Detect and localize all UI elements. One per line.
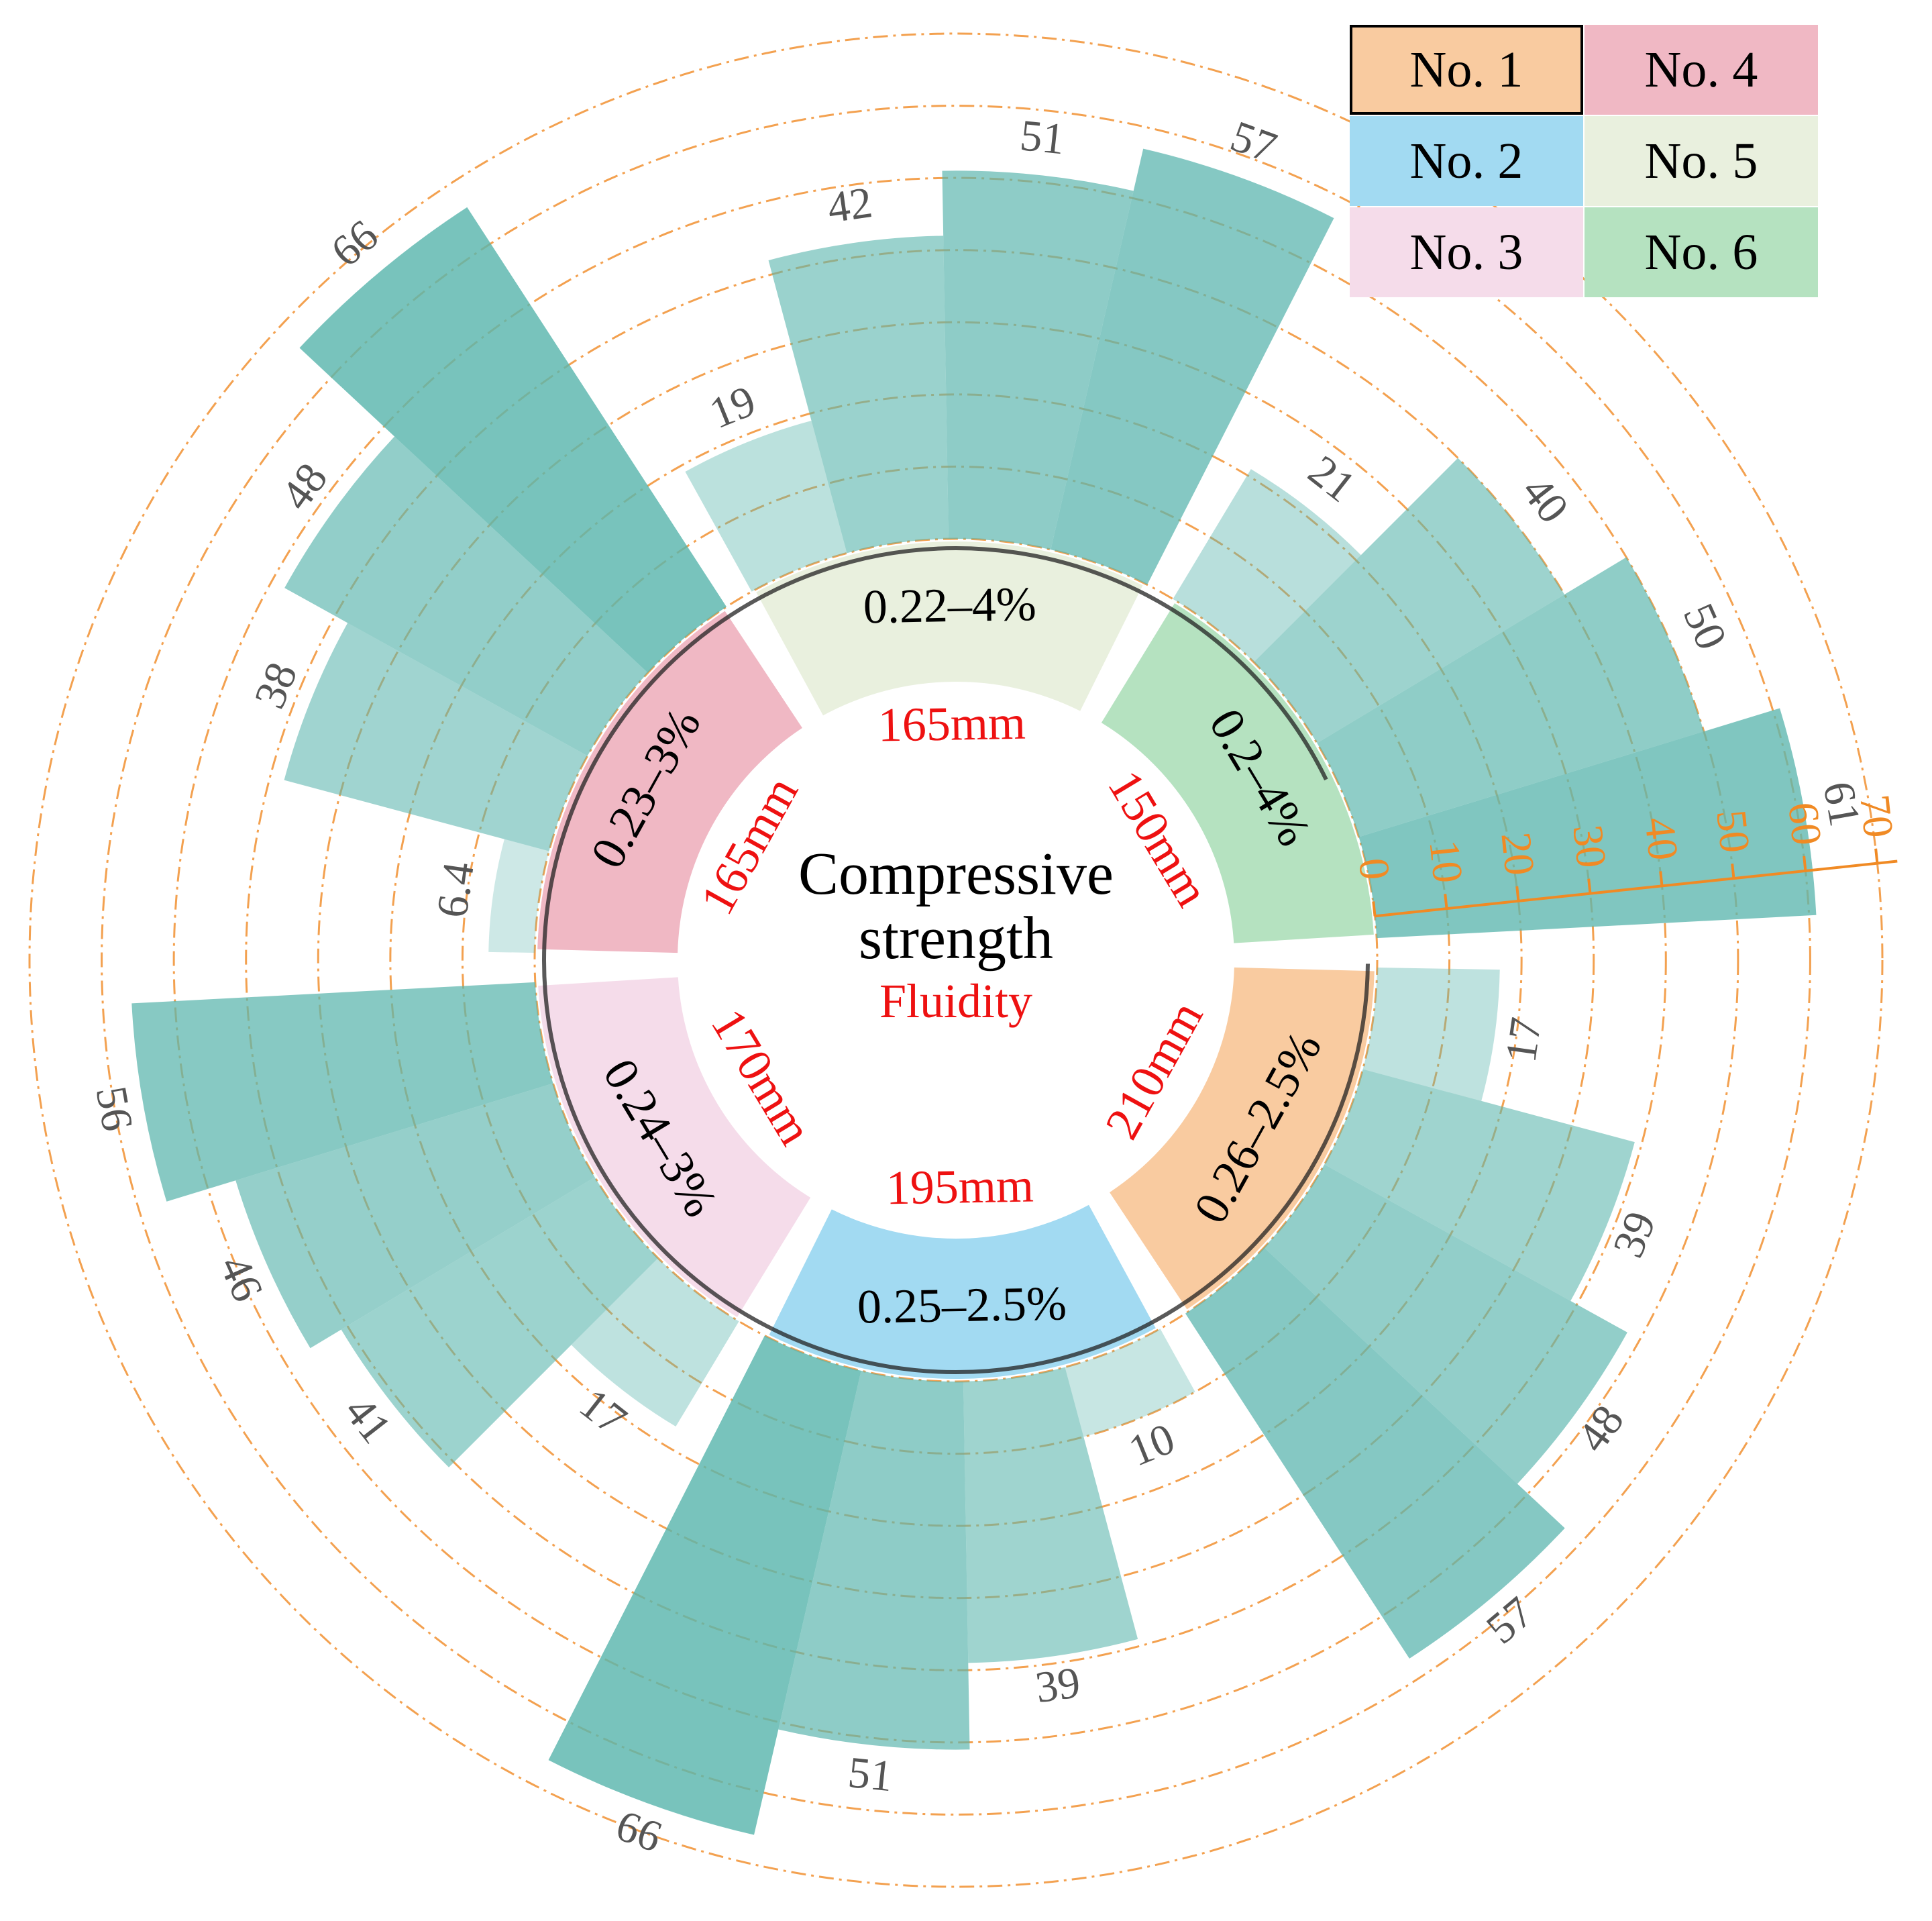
value-label: 21 [1299, 446, 1364, 512]
bar [942, 170, 1134, 550]
grid-ring [101, 105, 1811, 1816]
bar [1254, 458, 1565, 743]
axis-tick-label: 30 [1564, 823, 1615, 870]
group-segment [1101, 603, 1374, 943]
bar [235, 1083, 595, 1349]
group-segment [537, 611, 802, 953]
bar [1065, 1329, 1195, 1437]
value-label: 48 [272, 454, 337, 519]
bars [131, 148, 1817, 1835]
radial-axis [1375, 860, 1898, 918]
group-segment [538, 977, 811, 1318]
center-labels: Compressive strength Fluidity [755, 842, 1157, 1031]
bar [299, 207, 727, 673]
bar [963, 1367, 1138, 1663]
value-label: 6.4 [427, 859, 484, 921]
value-label: 39 [1604, 1204, 1666, 1264]
bar [284, 623, 588, 851]
bar [1264, 1164, 1627, 1484]
axis-tick-label: 10 [1420, 837, 1472, 885]
value-label: 56 [87, 1082, 142, 1135]
fluidity-label: 195mm [885, 1159, 1034, 1215]
value-label: 19 [703, 376, 763, 438]
axis-tick-label: 60 [1779, 800, 1831, 847]
legend: No. 1 No. 2 No. 3 No. 4 No. 5 No. 6 [1350, 25, 1819, 299]
legend-entry: No. 2 [1350, 116, 1583, 206]
bar [131, 982, 553, 1202]
axis-tick-label: 20 [1492, 830, 1544, 878]
bar [1185, 1247, 1565, 1659]
legend-entry: No. 6 [1585, 207, 1818, 297]
group-segment [769, 1204, 1156, 1379]
center-label: Compressive strength [798, 841, 1114, 972]
axis-tick-label: 0 [1350, 855, 1399, 882]
bar [1362, 967, 1500, 1101]
bar [571, 1258, 739, 1427]
bar [778, 1370, 970, 1750]
value-label: 51 [846, 1748, 895, 1801]
value-label: 50 [1674, 596, 1737, 657]
outline-arc [542, 546, 1370, 1374]
bar [284, 436, 648, 756]
legend-entry: No. 4 [1585, 25, 1818, 115]
legend-entry: No. 1 [1350, 25, 1583, 115]
center-sublabel: Fluidity [879, 974, 1033, 1028]
bar [341, 1177, 658, 1467]
value-label: 17 [1496, 1015, 1550, 1066]
bar [685, 420, 847, 592]
group-ratio: 0.25–2.5% [857, 1276, 1067, 1333]
axis-tick [1515, 886, 1520, 902]
value-label: 42 [824, 178, 875, 232]
value-label: 66 [322, 211, 387, 276]
bar [1051, 148, 1334, 585]
axis-tick [1444, 894, 1448, 909]
value-label: 10 [1122, 1414, 1182, 1475]
bar [548, 1335, 861, 1835]
legend-entry: No. 3 [1350, 207, 1583, 297]
axis-tick-label: 70 [1851, 792, 1902, 840]
bar [1324, 1069, 1635, 1301]
axis-tick [1587, 878, 1592, 894]
fluidity-label: 165mm [877, 696, 1026, 752]
axis-tick [1874, 848, 1879, 864]
bar [1317, 557, 1704, 837]
axis-tick [1731, 864, 1735, 879]
group-segments [537, 541, 1375, 1379]
group-ratio: 0.22–4% [863, 577, 1036, 634]
axis-tick [1372, 901, 1377, 917]
group-segment [756, 541, 1143, 716]
value-label: 40 [1512, 467, 1578, 532]
value-label: 57 [1224, 111, 1283, 172]
value-label: 51 [1018, 111, 1067, 164]
axis-tick [1803, 855, 1807, 872]
bar [488, 839, 549, 953]
grid-ring [389, 393, 1523, 1527]
bar [768, 236, 949, 554]
value-label: 46 [210, 1248, 273, 1308]
grid-ring [28, 32, 1884, 1888]
value-label: 61 [1814, 778, 1870, 830]
grid-ring [317, 321, 1595, 1600]
axis-tick-label: 50 [1707, 807, 1759, 855]
value-label: 66 [610, 1801, 668, 1862]
legend-entry: No. 5 [1585, 116, 1818, 206]
axis-tick [1659, 871, 1664, 886]
bar [1173, 469, 1361, 662]
value-label: 39 [1032, 1658, 1083, 1712]
axis-tick-label: 40 [1635, 815, 1687, 863]
value-label: 38 [245, 656, 307, 715]
group-segment [1110, 967, 1375, 1310]
